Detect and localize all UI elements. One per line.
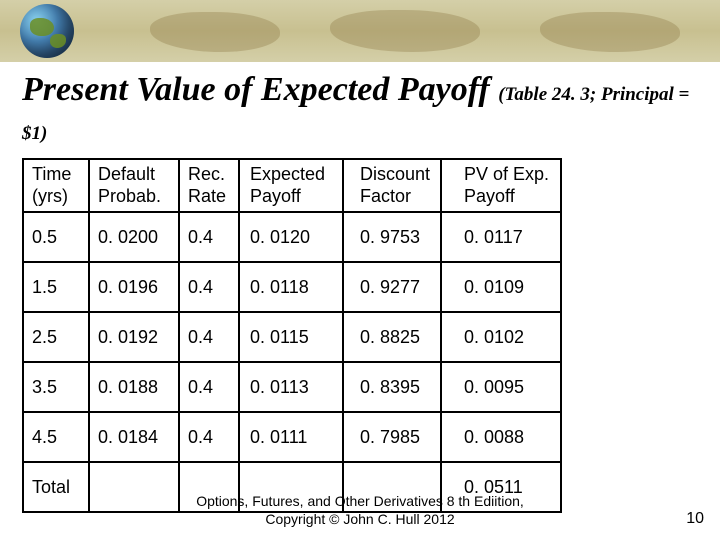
cell: 0. 0117 [441,212,561,262]
footer: Options, Futures, and Other Derivatives … [0,493,720,528]
map-decoration [540,12,680,52]
cell: 4.5 [23,412,89,462]
cell: 1.5 [23,262,89,312]
cell: 0. 0088 [441,412,561,462]
cell: 0. 0184 [89,412,179,462]
col-header-pv: PV of Exp. Payoff [441,159,561,212]
globe-icon [20,4,74,58]
table-row: 2.5 0. 0192 0.4 0. 0115 0. 8825 0. 0102 [23,312,561,362]
footer-line2: Copyright © John C. Hull 2012 [265,511,454,527]
cell: 0. 0102 [441,312,561,362]
table-row: 3.5 0. 0188 0.4 0. 0113 0. 8395 0. 0095 [23,362,561,412]
cell: 0.4 [179,212,239,262]
cell: 0. 8395 [343,362,441,412]
col-header-expected: Expected Payoff [239,159,343,212]
table-container: Time (yrs) Default Probab. Rec. Rate Exp… [0,148,720,513]
cell: 0. 0109 [441,262,561,312]
cell: 2.5 [23,312,89,362]
table-row: 0.5 0. 0200 0.4 0. 0120 0. 9753 0. 0117 [23,212,561,262]
payoff-table: Time (yrs) Default Probab. Rec. Rate Exp… [22,158,562,513]
cell: 0. 0115 [239,312,343,362]
cell: 0.4 [179,362,239,412]
table-row: 1.5 0. 0196 0.4 0. 0118 0. 9277 0. 0109 [23,262,561,312]
footer-line1: Options, Futures, and Other Derivatives … [196,493,524,509]
cell: 0.4 [179,412,239,462]
cell: 0.4 [179,312,239,362]
page-number: 10 [686,510,704,528]
cell: 0. 0095 [441,362,561,412]
cell: 0. 0196 [89,262,179,312]
cell: 0. 0200 [89,212,179,262]
banner [0,0,720,62]
cell: 3.5 [23,362,89,412]
col-header-discount: Discount Factor [343,159,441,212]
cell: 0.4 [179,262,239,312]
title-main-text: Present Value of Expected Payoff [22,71,490,108]
table-row: 4.5 0. 0184 0.4 0. 0111 0. 7985 0. 0088 [23,412,561,462]
page-title: Present Value of Expected Payoff (Table … [22,70,698,148]
cell: 0. 9277 [343,262,441,312]
cell: 0.5 [23,212,89,262]
cell: 0. 0120 [239,212,343,262]
cell: 0. 0113 [239,362,343,412]
cell: 0. 0188 [89,362,179,412]
cell: 0. 9753 [343,212,441,262]
col-header-default: Default Probab. [89,159,179,212]
cell: 0. 7985 [343,412,441,462]
cell: 0. 0192 [89,312,179,362]
cell: 0. 0118 [239,262,343,312]
col-header-rec: Rec. Rate [179,159,239,212]
title-block: Present Value of Expected Payoff (Table … [0,62,720,148]
col-header-time: Time (yrs) [23,159,89,212]
table-header-row: Time (yrs) Default Probab. Rec. Rate Exp… [23,159,561,212]
map-decoration [330,10,480,52]
cell: 0. 0111 [239,412,343,462]
map-decoration [150,12,280,52]
cell: 0. 8825 [343,312,441,362]
